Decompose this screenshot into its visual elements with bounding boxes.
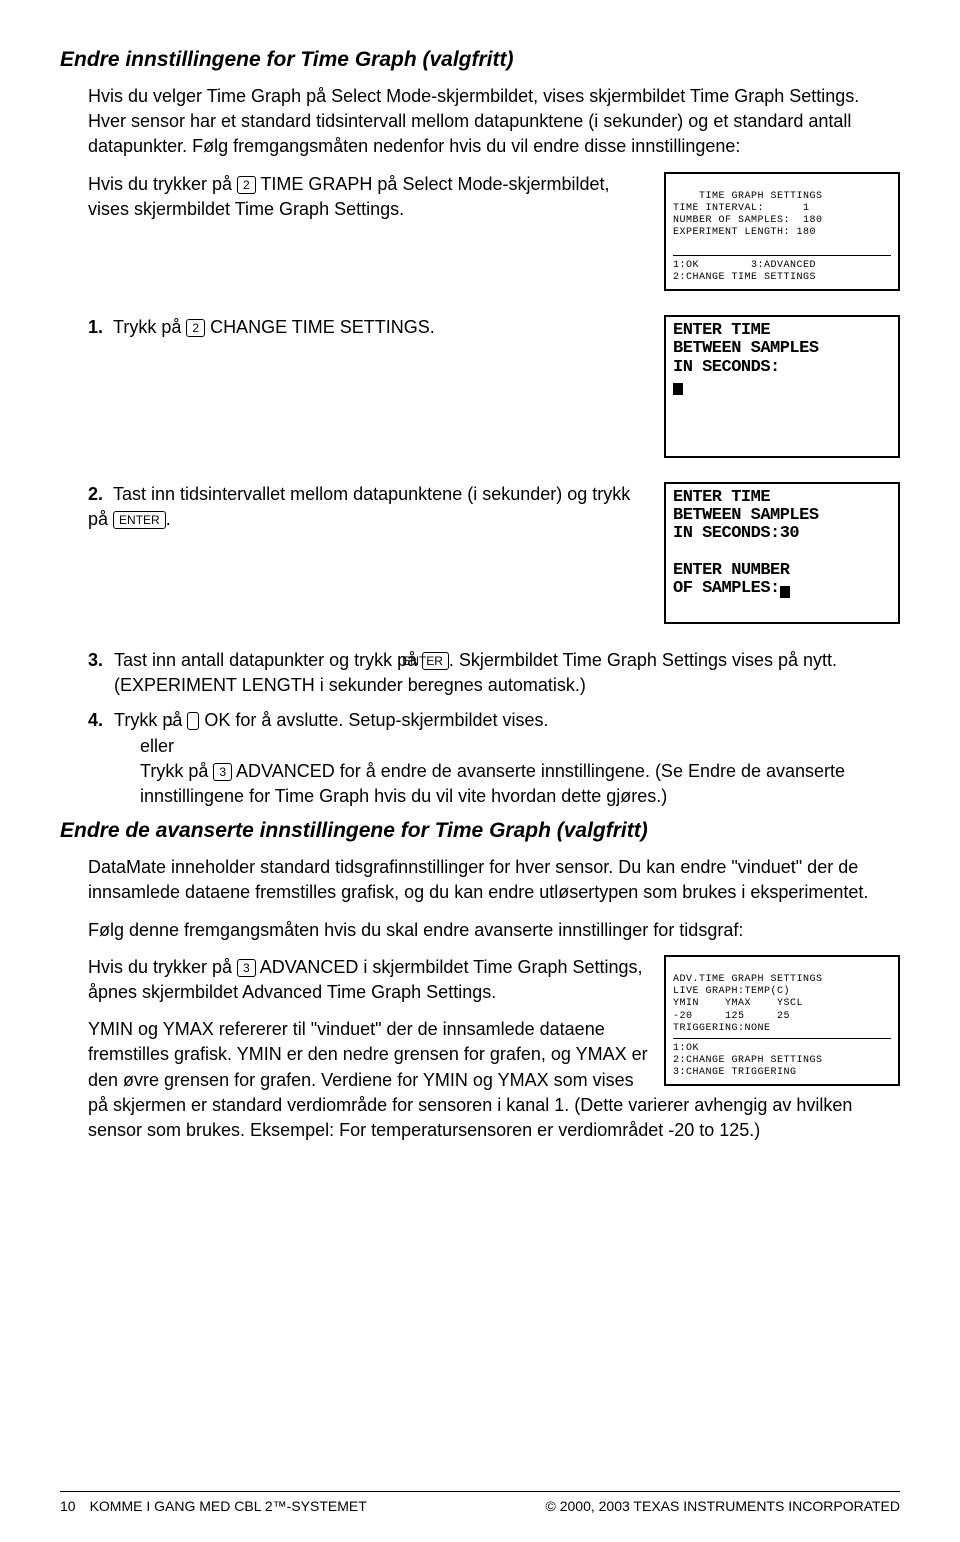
step-4-alt: Trykk på 3 ADVANCED for å endre de avans… xyxy=(140,759,900,809)
footer-title: KOMME I GANG MED CBL 2™-SYSTEMET xyxy=(90,1498,367,1514)
screen-line: 1:OK xyxy=(673,1043,699,1054)
screen-divider xyxy=(673,1038,891,1039)
screen-line: NUMBER OF SAMPLES: 180 xyxy=(673,215,823,226)
screen-line: ENTER TIME xyxy=(673,321,770,340)
key-3: 3 xyxy=(213,763,232,781)
screen-line: ENTER NUMBER xyxy=(673,561,789,580)
calculator-screen-1: TIME GRAPH SETTINGS TIME INTERVAL: 1 NUM… xyxy=(664,172,900,292)
key-2: 2 xyxy=(186,319,205,337)
screen-line: ENTER TIME xyxy=(673,488,770,507)
screen-line: 1:OK 3:ADVANCED xyxy=(673,260,816,271)
key-enter: ENTER xyxy=(422,652,449,670)
screen-line: IN SECONDS:30 xyxy=(673,524,799,543)
screen-line: BETWEEN SAMPLES xyxy=(673,339,819,358)
text-fragment: ADVANCED for å endre de avanserte innsti… xyxy=(140,761,845,806)
calculator-screen-2: ENTER TIME BETWEEN SAMPLES IN SECONDS: xyxy=(664,315,900,458)
intro-paragraph: Hvis du velger Time Graph på Select Mode… xyxy=(88,84,900,160)
calculator-screen-3: ENTER TIME BETWEEN SAMPLES IN SECONDS:30… xyxy=(664,482,900,625)
key-enter: ENTER xyxy=(113,511,166,529)
paragraph: Følg denne fremgangsmåten hvis du skal e… xyxy=(88,918,900,943)
screen-divider xyxy=(673,255,891,256)
screen-line: IN SECONDS: xyxy=(673,358,780,377)
screen-line: 3:CHANGE TRIGGERING xyxy=(673,1067,797,1078)
step-4-or: eller xyxy=(140,734,900,759)
text-fragment: Trykk på xyxy=(140,761,213,781)
page-number: 10 xyxy=(60,1498,76,1514)
step-3: 3.Tast inn antall datapunkter og trykk p… xyxy=(88,648,900,698)
key-3: 3 xyxy=(237,959,256,977)
text-fragment: Trykk på xyxy=(114,710,187,730)
screen-line: TIME GRAPH SETTINGS xyxy=(673,191,823,202)
section-heading-2: Endre de avanserte innstillingene for Ti… xyxy=(60,819,900,843)
screen-line: TRIGGERING:NONE xyxy=(673,1023,771,1034)
page-footer: 10 KOMME I GANG MED CBL 2™-SYSTEMET © 20… xyxy=(60,1491,900,1514)
paragraph: DataMate inneholder standard tidsgrafinn… xyxy=(88,855,900,905)
calculator-screen-4: ADV.TIME GRAPH SETTINGS LIVE GRAPH:TEMP(… xyxy=(664,955,900,1087)
step-2: 2. Tast inn tidsintervallet mellom datap… xyxy=(88,482,650,532)
cursor-icon xyxy=(673,383,683,395)
key-2: 2 xyxy=(237,176,256,194)
screen-line: 2:CHANGE GRAPH SETTINGS xyxy=(673,1055,823,1066)
screen-line: TIME INTERVAL: 1 xyxy=(673,203,810,214)
text-fragment: Tast inn antall datapunkter og trykk på xyxy=(114,650,422,670)
screen-line: BETWEEN SAMPLES xyxy=(673,506,819,525)
text-fragment: Hvis du trykker på xyxy=(88,957,237,977)
screen-line: 2:CHANGE TIME SETTINGS xyxy=(673,272,816,283)
screen-line: ADV.TIME GRAPH SETTINGS xyxy=(673,974,823,985)
instruction-text: Hvis du trykker på 2 TIME GRAPH på Selec… xyxy=(88,172,650,222)
screen-line: LIVE GRAPH:TEMP(C) xyxy=(673,986,790,997)
steps-list: 3.Tast inn antall datapunkter og trykk p… xyxy=(88,648,900,809)
text-fragment: CHANGE TIME SETTINGS. xyxy=(205,317,435,337)
footer-copyright: © 2000, 2003 TEXAS INSTRUMENTS INCORPORA… xyxy=(546,1498,900,1514)
cursor-icon xyxy=(780,586,790,598)
text-fragment: OK for å avslutte. Setup-skjermbildet vi… xyxy=(199,710,548,730)
section-heading: Endre innstillingene for Time Graph (val… xyxy=(60,48,900,72)
text-fragment: Hvis du trykker på xyxy=(88,174,237,194)
text-fragment: . xyxy=(166,509,171,529)
screen-line: YMIN YMAX YSCL xyxy=(673,998,803,1009)
step-4: 4.Trykk på 1 OK for å avslutte. Setup-sk… xyxy=(88,708,900,809)
text-fragment: Trykk på xyxy=(113,317,186,337)
screen-line: OF SAMPLES: xyxy=(673,579,780,598)
screen-line: EXPERIMENT LENGTH: 180 xyxy=(673,227,816,238)
screen-line: -20 125 25 xyxy=(673,1011,790,1022)
step-1: 1. Trykk på 2 CHANGE TIME SETTINGS. xyxy=(88,315,650,340)
key-1: 1 xyxy=(187,712,199,730)
